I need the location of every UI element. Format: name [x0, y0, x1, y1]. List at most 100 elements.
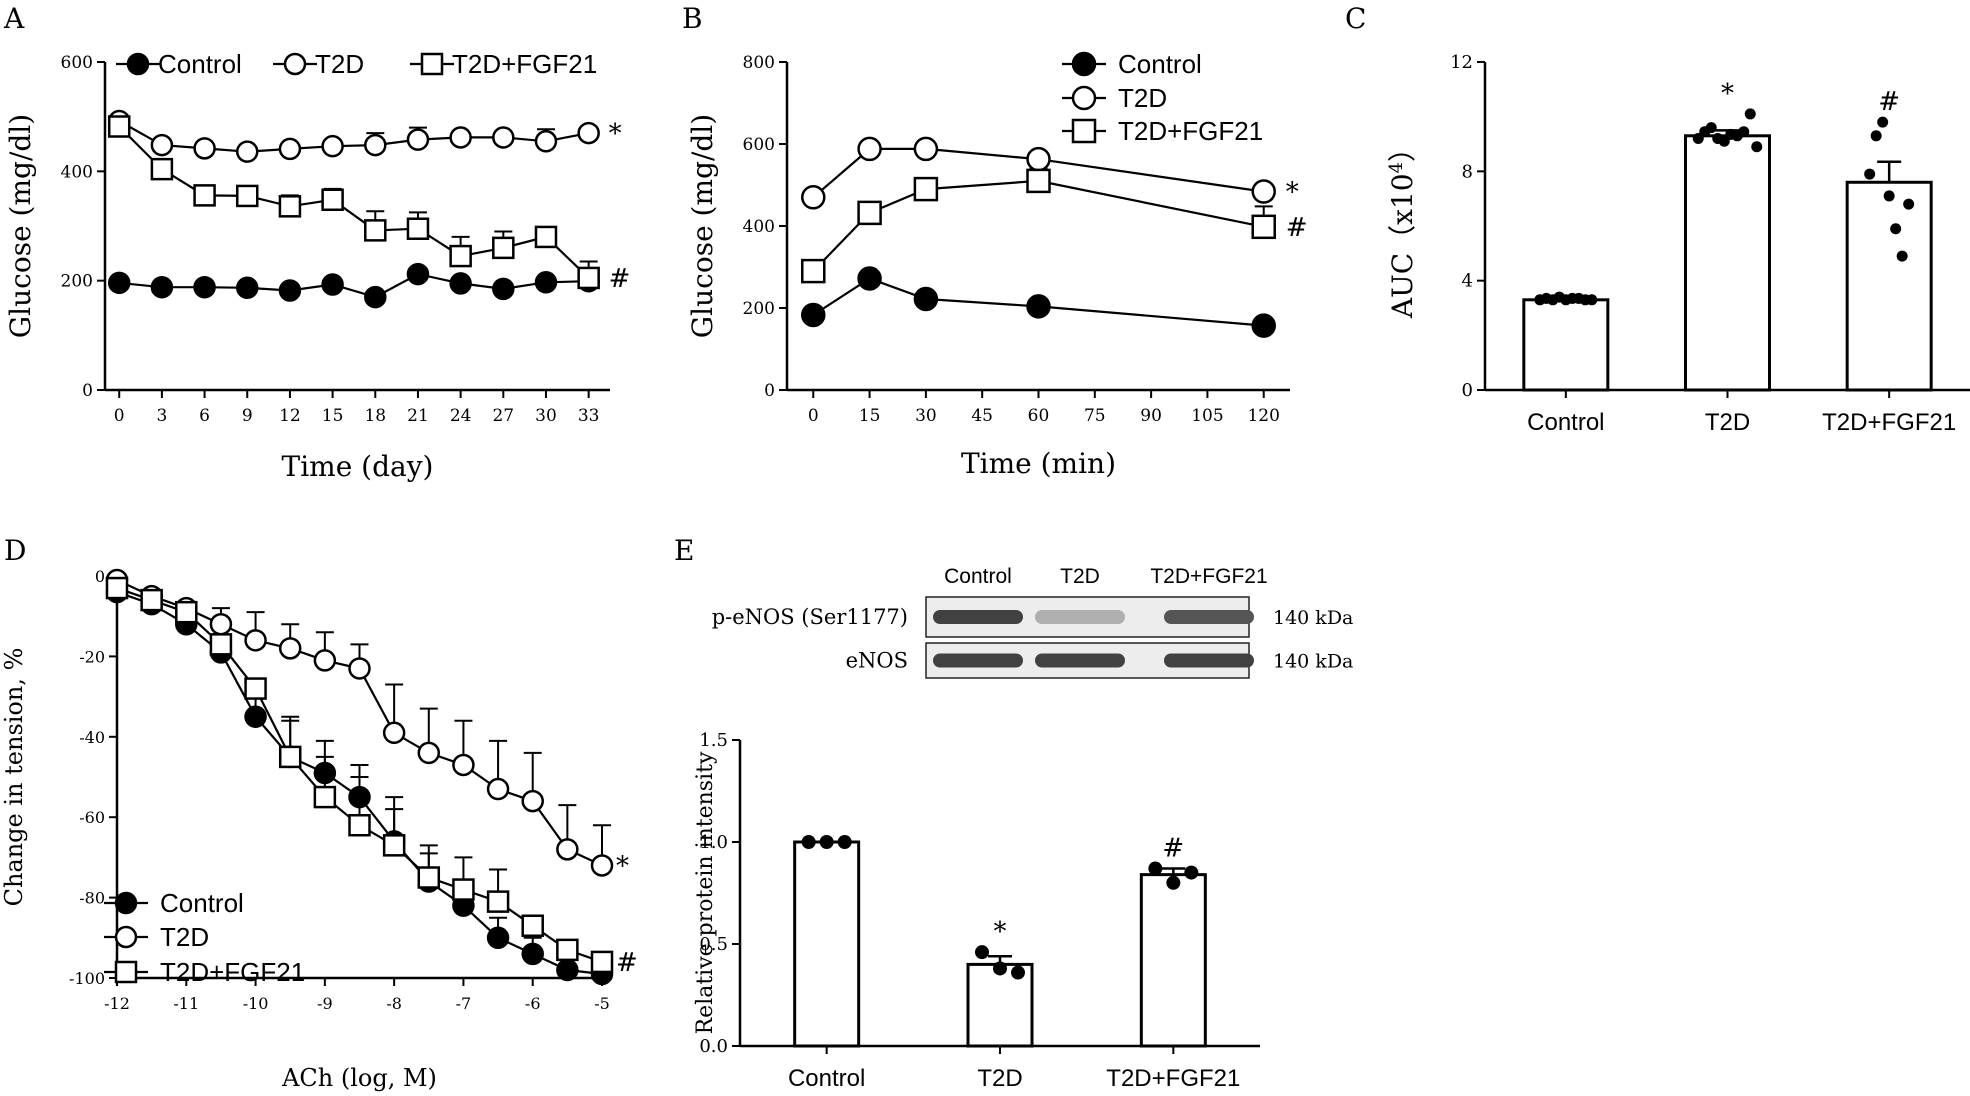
x-tick-label: 30 — [535, 406, 557, 426]
y-tick-label: 200 — [743, 299, 775, 319]
data-dot — [1870, 130, 1882, 142]
y-axis-label: AUC（x104） — [1386, 134, 1419, 319]
data-point — [492, 236, 515, 260]
data-point — [492, 277, 515, 301]
panel-b-chart: 0 200 400 600 800 0 15 30 45 60 75 90 105 120 Time (mi… — [686, 49, 1308, 480]
data-point — [321, 188, 344, 212]
blot-band — [933, 610, 1023, 624]
legend-label: T2D+FGF21 — [452, 49, 597, 79]
legend-marker — [1071, 85, 1097, 111]
data-point — [364, 285, 387, 309]
data-point — [364, 133, 387, 157]
annotation: # — [616, 948, 638, 978]
data-point — [452, 753, 475, 777]
data-point — [406, 128, 430, 151]
data-point — [313, 649, 337, 672]
data-dot — [1896, 250, 1908, 262]
annotation: * — [1721, 79, 1734, 109]
bar — [1522, 298, 1610, 392]
y-tick-label: -20 — [79, 647, 105, 666]
annotation: # — [1878, 87, 1900, 117]
blot-band — [1164, 653, 1254, 668]
legend-marker — [1071, 51, 1097, 77]
category-label: T2D+FGF21 — [1106, 1065, 1240, 1092]
category-label: T2D+FGF21 — [1822, 409, 1956, 436]
x-tick-label: 0 — [808, 406, 819, 426]
y-tick-label: 0.5 — [699, 934, 728, 955]
x-tick-label: -9 — [317, 994, 333, 1013]
data-point — [534, 271, 558, 294]
data-dot — [837, 835, 852, 849]
blot-band — [1035, 653, 1125, 668]
legend-marker — [420, 52, 444, 76]
data-point — [801, 302, 826, 328]
x-tick-label: 27 — [492, 406, 514, 426]
legend-label: T2D+FGF21 — [1118, 116, 1263, 146]
legend-label: Control — [160, 888, 244, 918]
data-point — [236, 140, 259, 163]
bar — [1139, 873, 1207, 1048]
data-dot — [1718, 135, 1730, 147]
x-tick-label: 90 — [1140, 406, 1162, 426]
y-tick-label: 4 — [1462, 271, 1473, 292]
data-point — [382, 834, 406, 857]
x-tick-label: 18 — [364, 406, 386, 426]
data-point — [150, 133, 174, 157]
data-point — [577, 121, 600, 145]
data-dot — [1883, 190, 1895, 202]
legend-label: Control — [1118, 49, 1202, 79]
y-tick-label: 200 — [61, 272, 93, 292]
data-point — [1026, 146, 1051, 172]
data-dot — [1738, 126, 1750, 138]
blot-lane-label: Control — [944, 565, 1012, 588]
bar — [793, 840, 861, 1048]
data-point — [857, 266, 882, 291]
x-tick-label: 45 — [971, 406, 993, 426]
y-tick-label: 600 — [743, 135, 775, 155]
panel-a-chart: 0 200 400 600 0 3 6 9 12 15 18 21 24 27 30 33 Time (day)… — [4, 49, 630, 483]
legend-marker — [126, 52, 150, 76]
data-point — [449, 244, 472, 268]
data-point — [348, 657, 371, 680]
x-tick-label: 24 — [450, 406, 472, 426]
x-tick-label: -10 — [243, 994, 269, 1013]
data-point — [193, 137, 216, 160]
annotation: * — [616, 851, 629, 881]
x-axis-label: Time (day) — [282, 450, 434, 483]
x-tick-label: 15 — [322, 406, 344, 426]
data-dot — [1751, 141, 1763, 153]
data-point — [556, 838, 579, 861]
y-tick-label: 0 — [764, 381, 775, 401]
data-point — [857, 136, 882, 162]
x-tick-label: -7 — [456, 994, 472, 1013]
x-tick-label: 75 — [1084, 406, 1106, 426]
data-point — [406, 262, 430, 286]
data-dot — [1890, 223, 1902, 235]
blot-row-label: p-eNOS (Ser1177) — [712, 605, 908, 629]
x-tick-label: 60 — [1028, 406, 1050, 426]
blot-size-label: 140 kDa — [1273, 651, 1353, 673]
data-point — [534, 130, 558, 153]
x-tick-label: -8 — [386, 994, 402, 1013]
data-point — [175, 600, 198, 624]
x-tick-label: 6 — [199, 406, 210, 426]
data-point — [1251, 179, 1276, 204]
data-point — [1026, 168, 1051, 194]
data-point — [417, 866, 441, 889]
x-tick-label: 105 — [1191, 406, 1223, 426]
data-point — [449, 126, 472, 149]
x-tick-label: 33 — [578, 406, 600, 426]
legend-marker — [1071, 118, 1097, 144]
legend: Control T2D T2D+FGF21 — [104, 888, 305, 987]
y-tick-label: 400 — [743, 217, 775, 237]
data-point — [801, 258, 826, 284]
annotation: * — [994, 917, 1007, 947]
blot-lane-label: T2D — [1060, 565, 1100, 588]
data-point — [452, 878, 475, 901]
y-tick-label: 0 — [95, 567, 105, 586]
data-point — [1251, 313, 1276, 338]
data-point — [209, 633, 233, 656]
x-tick-label: 12 — [279, 406, 301, 426]
data-point — [278, 137, 302, 161]
data-point — [1251, 214, 1276, 240]
